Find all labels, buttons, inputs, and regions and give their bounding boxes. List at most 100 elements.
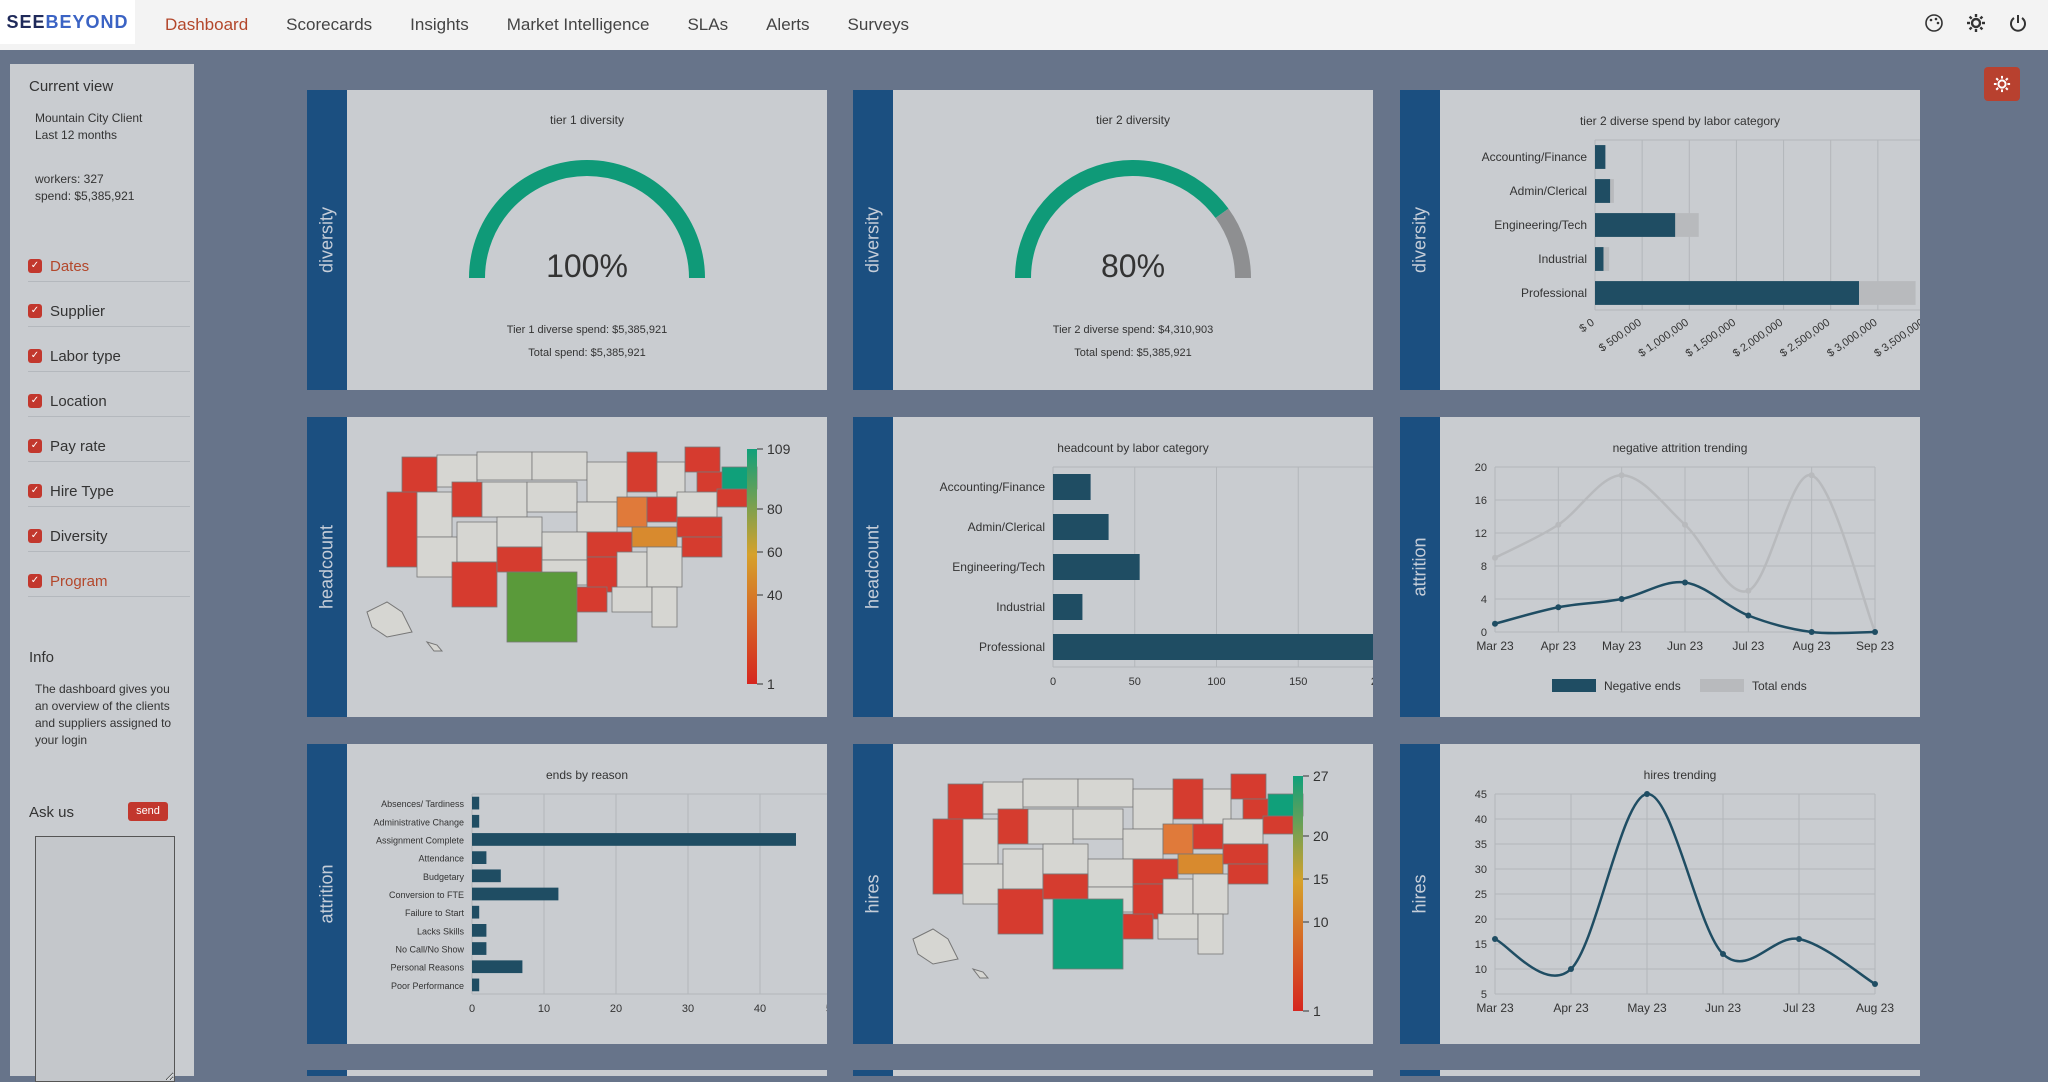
map-state[interactable] — [1262, 815, 1294, 835]
ask-us-input[interactable] — [35, 836, 175, 1082]
map-state[interactable] — [1227, 863, 1269, 885]
map-state[interactable] — [1157, 913, 1199, 940]
bar[interactable] — [472, 942, 487, 955]
nav-alerts[interactable]: Alerts — [766, 15, 810, 34]
hires-map[interactable]: 27 20 15 10 1 — [893, 744, 1373, 1044]
map-state-hawaii[interactable] — [971, 968, 990, 979]
filter-checkbox[interactable]: ✓ — [28, 574, 42, 588]
map-state-alaska[interactable] — [366, 601, 413, 638]
headcount-map[interactable]: 109 80 60 40 1 — [347, 417, 827, 717]
map-state[interactable] — [1132, 788, 1174, 830]
map-state[interactable] — [1087, 858, 1134, 888]
filter-checkbox[interactable]: ✓ — [28, 349, 42, 363]
bar[interactable] — [1595, 179, 1611, 203]
bar[interactable] — [1053, 634, 1373, 660]
dashboard-settings-button[interactable] — [1984, 67, 2020, 101]
map-state[interactable] — [656, 461, 686, 498]
map-state[interactable] — [1162, 823, 1194, 855]
map-state[interactable] — [531, 451, 588, 481]
map-state[interactable] — [456, 521, 498, 563]
filter-program[interactable]: ✓ Program — [28, 566, 190, 597]
filter-diversity[interactable]: ✓ Diversity — [28, 521, 190, 552]
bar[interactable] — [1053, 594, 1083, 620]
map-state[interactable] — [1072, 808, 1124, 840]
bar[interactable] — [1595, 145, 1606, 169]
data-point[interactable] — [1682, 579, 1688, 586]
map-state[interactable] — [1222, 843, 1269, 865]
data-point[interactable] — [1492, 554, 1498, 561]
data-point[interactable] — [1808, 472, 1815, 479]
map-state[interactable] — [997, 888, 1044, 935]
map-state[interactable] — [586, 556, 618, 593]
map-state[interactable] — [496, 516, 543, 548]
bar[interactable] — [472, 887, 559, 901]
map-state[interactable] — [1077, 778, 1134, 808]
map-state[interactable] — [1172, 778, 1204, 820]
map-state[interactable] — [646, 496, 678, 523]
map-state[interactable] — [481, 481, 528, 518]
data-point[interactable] — [1644, 791, 1650, 797]
map-state[interactable] — [1192, 873, 1229, 915]
map-state[interactable] — [1192, 823, 1224, 850]
nav-scorecards[interactable]: Scorecards — [286, 15, 373, 34]
bar[interactable] — [1053, 474, 1091, 500]
map-state[interactable] — [526, 481, 578, 513]
map-state[interactable] — [684, 446, 721, 473]
filter-labor-type[interactable]: ✓ Labor type — [28, 341, 190, 372]
map-state[interactable] — [611, 586, 653, 613]
data-point[interactable] — [1555, 521, 1562, 528]
map-state[interactable] — [476, 451, 533, 481]
filter-location[interactable]: ✓ Location — [28, 386, 190, 417]
map-state[interactable] — [1002, 848, 1044, 890]
bar[interactable] — [472, 851, 487, 864]
map-state[interactable] — [451, 481, 483, 518]
send-button[interactable]: send — [128, 802, 168, 821]
bar[interactable] — [472, 833, 796, 846]
map-state[interactable] — [386, 491, 418, 568]
nav-dashboard[interactable]: Dashboard — [165, 15, 249, 34]
map-state[interactable] — [506, 571, 578, 643]
filter-pay-rate[interactable]: ✓ Pay rate — [28, 431, 190, 462]
map-state[interactable] — [932, 818, 964, 895]
map-state[interactable] — [651, 586, 678, 628]
map-state[interactable] — [962, 863, 1004, 905]
map-state[interactable] — [616, 551, 648, 591]
nav-market-intelligence[interactable]: Market Intelligence — [506, 15, 650, 34]
map-state[interactable] — [496, 546, 543, 573]
data-point[interactable] — [1492, 620, 1498, 627]
filter-checkbox[interactable]: ✓ — [28, 529, 42, 543]
map-state[interactable] — [676, 516, 723, 538]
map-state[interactable] — [1222, 818, 1264, 845]
data-point[interactable] — [1872, 981, 1878, 987]
map-state[interactable] — [1042, 843, 1089, 875]
filter-checkbox[interactable]: ✓ — [28, 439, 42, 453]
map-state[interactable] — [646, 546, 683, 588]
filter-dates[interactable]: ✓ Dates — [28, 251, 190, 282]
filter-checkbox[interactable]: ✓ — [28, 484, 42, 498]
map-state-alaska[interactable] — [912, 928, 959, 965]
filter-checkbox[interactable]: ✓ — [28, 394, 42, 408]
filter-checkbox[interactable]: ✓ — [28, 259, 42, 273]
map-state[interactable] — [576, 586, 608, 613]
palette-icon[interactable] — [1924, 13, 1944, 33]
map-state[interactable] — [451, 561, 498, 608]
nav-insights[interactable]: Insights — [410, 15, 469, 34]
map-state[interactable] — [586, 461, 628, 503]
bar[interactable] — [472, 814, 480, 828]
data-point[interactable] — [1492, 936, 1498, 942]
power-icon[interactable] — [2008, 13, 2028, 33]
map-state[interactable] — [626, 451, 658, 493]
bar[interactable] — [1595, 247, 1604, 271]
data-point[interactable] — [1720, 951, 1726, 957]
data-point[interactable] — [1745, 612, 1752, 619]
map-state[interactable] — [1132, 883, 1164, 920]
nav-surveys[interactable]: Surveys — [847, 15, 909, 34]
map-state[interactable] — [416, 536, 458, 578]
map-state[interactable] — [1122, 828, 1164, 860]
map-state-hawaii[interactable] — [425, 641, 444, 652]
data-point[interactable] — [1682, 521, 1688, 528]
map-state[interactable] — [1022, 778, 1079, 808]
map-state[interactable] — [997, 808, 1029, 845]
map-state[interactable] — [1052, 898, 1124, 970]
data-point[interactable] — [1555, 604, 1562, 611]
